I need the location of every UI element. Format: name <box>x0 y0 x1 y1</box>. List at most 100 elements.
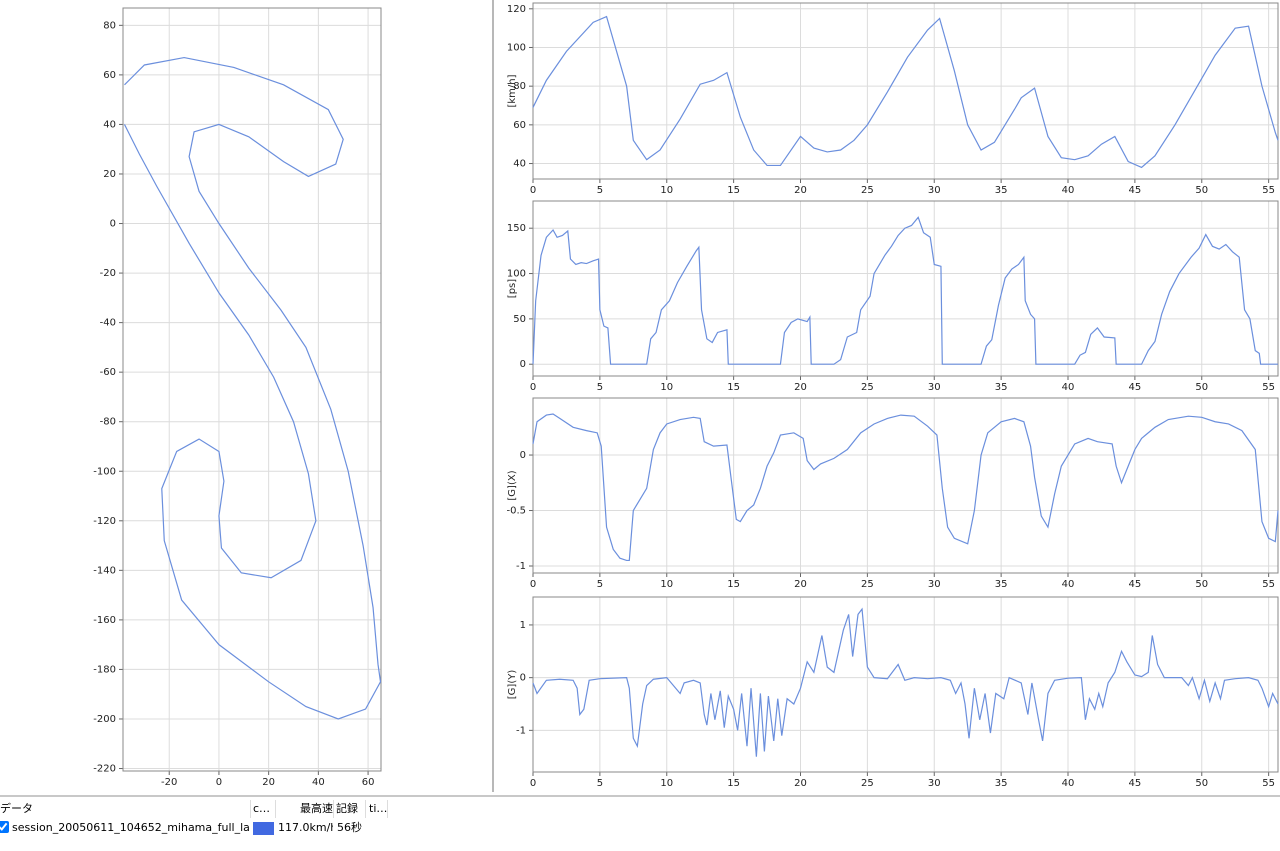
y-tick-label: 40 <box>103 119 116 130</box>
data-line <box>532 216 1278 365</box>
y-tick-label: 0 <box>520 450 526 461</box>
x-tick-label: 25 <box>861 778 874 789</box>
x-tick-label: 10 <box>660 778 673 789</box>
x-tick-label: 40 <box>1062 382 1075 393</box>
y-tick-label: 80 <box>103 20 116 31</box>
plot-frame <box>532 397 1279 574</box>
y-tick-label: -80 <box>100 417 116 428</box>
y-tick-label: 150 <box>507 223 526 234</box>
x-tick-label: 20 <box>794 579 807 590</box>
x-tick-label: 30 <box>928 185 941 196</box>
plot-frame <box>122 7 382 772</box>
x-tick-label: 50 <box>1195 778 1208 789</box>
x-tick-label: 35 <box>995 185 1008 196</box>
x-tick-label: 50 <box>1195 579 1208 590</box>
y-tick-label: 50 <box>513 314 526 325</box>
x-tick-label: 0 <box>530 185 536 196</box>
y-tick-label: 0 <box>520 673 526 684</box>
column-header[interactable]: 最高速 <box>278 800 334 818</box>
x-tick-label: 50 <box>1195 185 1208 196</box>
column-header[interactable]: データ <box>0 800 251 818</box>
y-tick-label: 100 <box>507 269 526 280</box>
y-tick-label: 60 <box>103 70 116 81</box>
x-tick-label: 0 <box>216 777 222 788</box>
y-tick-label: -20 <box>100 268 116 279</box>
y-tick-label: 120 <box>507 4 526 15</box>
plot-area <box>533 201 1278 376</box>
column-header[interactable]: ti… <box>369 800 388 818</box>
plot-area <box>533 3 1278 179</box>
x-tick-label: 25 <box>861 579 874 590</box>
column-header[interactable]: c… <box>253 800 276 818</box>
y-axis-label: [km/h] <box>507 74 518 107</box>
plot-frame <box>532 200 1279 377</box>
x-tick-label: 15 <box>727 778 740 789</box>
y-tick-label: 0 <box>520 359 526 370</box>
x-tick-label: 40 <box>312 777 325 788</box>
x-tick-label: 40 <box>1062 778 1075 789</box>
y-tick-label: -1 <box>516 561 526 572</box>
y-axis-label: [G](X) <box>507 470 518 500</box>
x-tick-label: 55 <box>1262 382 1275 393</box>
x-tick-label: 10 <box>660 382 673 393</box>
x-tick-label: 20 <box>794 185 807 196</box>
plot-area <box>533 398 1278 573</box>
x-tick-label: 55 <box>1262 185 1275 196</box>
y-tick-label: 100 <box>507 42 526 53</box>
max-speed: 117.0km/h <box>278 821 333 834</box>
y-tick-label: -0.5 <box>506 506 526 517</box>
plot-area <box>123 8 381 771</box>
x-tick-label: 45 <box>1129 579 1142 590</box>
x-tick-label: 50 <box>1195 382 1208 393</box>
x-tick-label: 0 <box>530 579 536 590</box>
data-line <box>532 15 1279 169</box>
y-tick-label: -140 <box>93 565 116 576</box>
column-header[interactable]: 記録 <box>336 800 366 818</box>
y-axis-label: [G](Y) <box>507 670 518 700</box>
session-name[interactable]: session_20050611_104652_mihama_full_lap7… <box>12 821 250 834</box>
x-tick-label: 35 <box>995 579 1008 590</box>
x-tick-label: 35 <box>995 778 1008 789</box>
y-axis-label: [ps] <box>507 279 518 298</box>
x-tick-label: 40 <box>1062 185 1075 196</box>
x-tick-label: 15 <box>727 185 740 196</box>
y-tick-label: 80 <box>513 81 526 92</box>
x-tick-label: 25 <box>861 382 874 393</box>
x-tick-label: 5 <box>597 185 603 196</box>
y-tick-label: -120 <box>93 516 116 527</box>
y-tick-label: 1 <box>520 620 526 631</box>
x-tick-label: 30 <box>928 778 941 789</box>
plot-area <box>533 597 1278 772</box>
x-tick-label: -20 <box>161 777 177 788</box>
y-tick-label: -180 <box>93 664 116 675</box>
x-tick-label: 20 <box>794 382 807 393</box>
x-tick-label: 55 <box>1262 778 1275 789</box>
x-tick-label: 45 <box>1129 185 1142 196</box>
color-swatch[interactable] <box>253 822 274 835</box>
y-tick-label: -100 <box>93 466 116 477</box>
y-tick-label: 40 <box>513 159 526 170</box>
data-line <box>532 413 1279 562</box>
x-tick-label: 0 <box>530 382 536 393</box>
x-tick-label: 45 <box>1129 778 1142 789</box>
x-tick-label: 30 <box>928 382 941 393</box>
x-tick-label: 25 <box>861 185 874 196</box>
plot-frame <box>532 2 1279 180</box>
y-tick-label: -40 <box>100 318 116 329</box>
y-tick-label: -60 <box>100 367 116 378</box>
y-tick-label: -200 <box>93 714 116 725</box>
x-tick-label: 40 <box>1062 579 1075 590</box>
x-tick-label: 45 <box>1129 382 1142 393</box>
data-table: データ c… 最高速 記録 ti… session_20050611_10465… <box>0 795 1280 851</box>
x-tick-label: 5 <box>597 778 603 789</box>
charts: -220-200-180-160-140-120-100-80-60-40-20… <box>93 0 1279 792</box>
y-tick-label: 0 <box>110 219 116 230</box>
data-line <box>123 56 382 720</box>
x-tick-label: 10 <box>660 185 673 196</box>
row-checkbox[interactable] <box>0 821 9 833</box>
x-tick-label: 20 <box>794 778 807 789</box>
x-tick-label: 55 <box>1262 579 1275 590</box>
record: 56秒 <box>337 821 362 834</box>
x-tick-label: 5 <box>597 382 603 393</box>
